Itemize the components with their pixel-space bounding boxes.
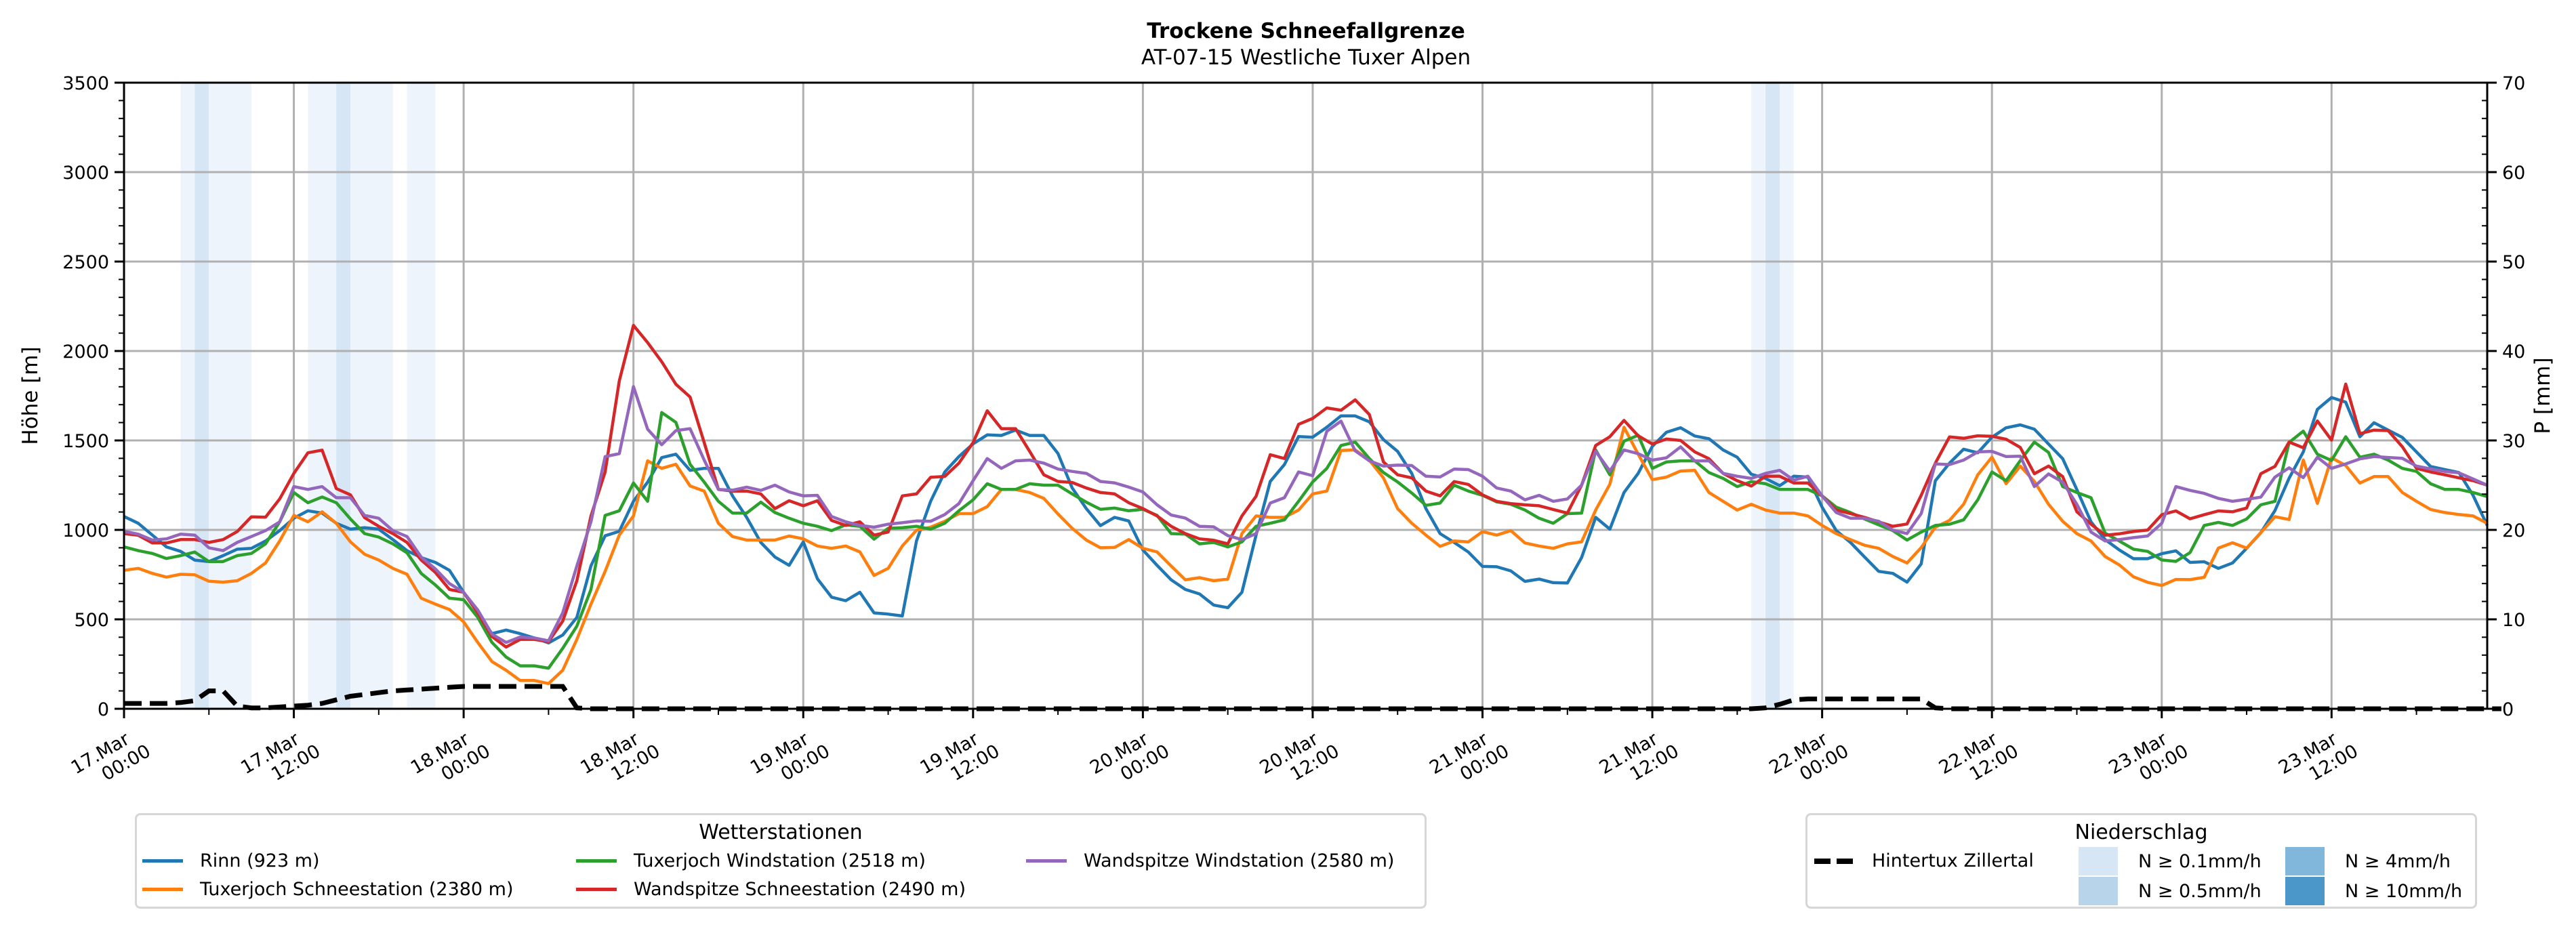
y-tick-label: 2500: [62, 252, 109, 273]
legend-label: N ≥ 0.5mm/h: [2138, 880, 2262, 902]
y-tick-label: 0: [98, 699, 109, 720]
legend-item-rinn: Rinn (923 m): [142, 850, 320, 871]
legend-label: Tuxerjoch Windstation (2518 m): [634, 850, 926, 871]
precip-bands: [180, 83, 1794, 709]
plot-frame: [123, 81, 2489, 710]
y2-axis: 0 10 20 30 40 50 60 70: [2482, 73, 2525, 720]
y-tick-label: 1500: [62, 431, 109, 452]
y2-tick-label: 50: [2502, 252, 2525, 273]
series-line: [123, 426, 2489, 686]
legend-swatch: [576, 859, 617, 863]
precip-band: [308, 83, 337, 709]
legend-item-hintertux: Hintertux Zillertal: [1814, 850, 2034, 871]
y2-tick-label: 10: [2502, 610, 2525, 631]
y2-axis-label: P [mm]: [2531, 357, 2555, 434]
legend-swatch: [576, 888, 617, 891]
legend-item-n4: N ≥ 4mm/h: [2285, 847, 2451, 875]
legend-item-wandspitze-wind: Wandspitze Windstation (2580 m): [1026, 850, 1394, 871]
y2-tick-label: 30: [2502, 431, 2525, 452]
x-tick-label: 20.Mar12:00: [1256, 722, 1343, 797]
legend-label: N ≥ 0.1mm/h: [2138, 850, 2262, 872]
legend-label: Rinn (923 m): [200, 850, 320, 871]
chart-title: Trockene Schneefallgrenze: [1147, 19, 1465, 43]
y2-tick-label: 40: [2502, 342, 2525, 363]
x-tick-label: 23.Mar12:00: [2275, 722, 2362, 797]
legend-swatch: [2285, 847, 2325, 875]
legend-swatch: [2079, 877, 2118, 905]
series-line: [123, 323, 2488, 649]
y-tick-label: 3500: [62, 73, 109, 94]
precip-band: [1779, 83, 1794, 709]
x-tick-label: 17.Mar12:00: [237, 722, 324, 797]
x-tick-label: 18.Mar00:00: [407, 722, 494, 797]
legend-label: Hintertux Zillertal: [1872, 850, 2034, 871]
legend-swatch: [2285, 877, 2325, 905]
precip-band: [1765, 83, 1780, 709]
legend-swatch: [1026, 859, 1067, 863]
y-axis: 0 500 1000 1500 2000 2500 3000 3500: [62, 73, 124, 720]
precip-band: [195, 83, 209, 709]
chart-subtitle: AT-07-15 Westliche Tuxer Alpen: [1141, 45, 1471, 70]
precip-band: [180, 83, 195, 709]
legend-item-n10: N ≥ 10mm/h: [2285, 877, 2462, 905]
series-line: [123, 385, 2488, 644]
series-line: [123, 411, 2488, 670]
x-tick-label: 18.Mar12:00: [577, 722, 663, 797]
legend-swatch: [142, 888, 183, 891]
legend-stations: Wetterstationen Rinn (923 m) Tuxerjoch W…: [135, 813, 1427, 909]
precip-band: [1751, 83, 1766, 709]
legend-item-wandspitze-schnee: Wandspitze Schneestation (2490 m): [576, 879, 966, 900]
x-tick-label: 21.Mar12:00: [1596, 722, 1683, 797]
y-tick-label: 500: [74, 610, 109, 631]
y-tick-label: 2000: [62, 342, 109, 363]
legend-item-tuxerjoch-schnee: Tuxerjoch Schneestation (2380 m): [142, 879, 514, 900]
legend-label: N ≥ 4mm/h: [2345, 850, 2451, 872]
y2-tick-label: 0: [2502, 699, 2514, 720]
x-tick-label: 21.Mar00:00: [1426, 722, 1513, 797]
x-tick-label: 19.Mar12:00: [917, 722, 1004, 797]
series-line: [123, 396, 2489, 645]
legend-item-n01: N ≥ 0.1mm/h: [2079, 847, 2262, 875]
y2-tick-label: 60: [2502, 163, 2525, 184]
dashed-line-swatch: [1814, 858, 1855, 864]
precip-band: [209, 83, 251, 709]
x-tick-label: 19.Mar00:00: [747, 722, 834, 797]
x-tick-label: 20.Mar00:00: [1086, 722, 1173, 797]
legend-item-n05: N ≥ 0.5mm/h: [2079, 877, 2262, 905]
grid: [124, 83, 2487, 709]
legend-stations-title: Wetterstationen: [699, 821, 863, 844]
x-tick-label: 17.Mar00:00: [68, 722, 155, 797]
legend-precip: Niederschlag Hintertux Zillertal N ≥ 0.1…: [1805, 813, 2477, 909]
x-axis: 17.Mar00:00 17.Mar12:00 18.Mar00:00 18.Mar1…: [68, 709, 2417, 797]
legend-swatch: [2079, 847, 2118, 875]
legend-label: Wandspitze Schneestation (2490 m): [634, 879, 966, 900]
legend-label: Tuxerjoch Schneestation (2380 m): [200, 879, 514, 900]
x-tick-label: 22.Mar12:00: [1936, 722, 2022, 797]
y-tick-label: 1000: [62, 520, 109, 541]
y2-tick-label: 20: [2502, 520, 2525, 541]
x-tick-label: 22.Mar00:00: [1765, 722, 1852, 797]
y2-tick-label: 70: [2502, 73, 2525, 94]
legend-label: N ≥ 10mm/h: [2345, 880, 2463, 902]
x-tick-label: 23.Mar00:00: [2105, 722, 2192, 797]
y-tick-label: 3000: [62, 163, 109, 184]
y-axis-label: Höhe [m]: [18, 346, 43, 445]
precip-band: [350, 83, 393, 709]
legend-label: Wandspitze Windstation (2580 m): [1084, 850, 1395, 871]
legend-precip-title: Niederschlag: [2074, 821, 2208, 844]
legend-swatch: [142, 859, 183, 863]
precip-band: [336, 83, 351, 709]
precip-band: [407, 83, 436, 709]
legend-item-tuxerjoch-wind: Tuxerjoch Windstation (2518 m): [576, 850, 926, 871]
